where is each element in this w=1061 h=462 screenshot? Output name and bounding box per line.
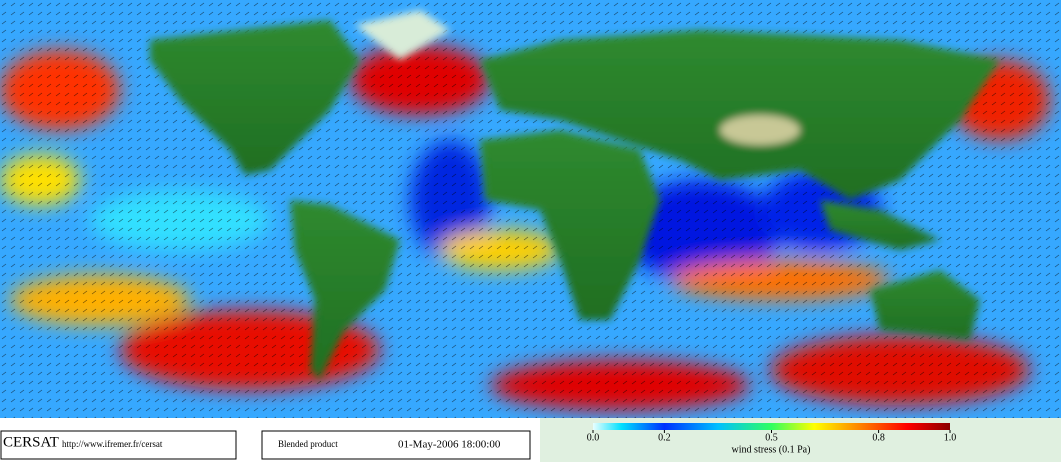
- colorbar-tick-label: 0.0: [587, 432, 600, 443]
- colorbar: [593, 423, 950, 430]
- colorbar-tick-label: 1.0: [944, 432, 957, 443]
- land: [150, 10, 1000, 380]
- logo: CERSAT: [3, 434, 59, 450]
- colorbar-tick-label: 0.8: [872, 432, 885, 443]
- logo-box: [0, 430, 237, 460]
- timestamp: 01-May-2006 18:00:00: [398, 439, 501, 451]
- url: http://www.ifremer.fr/cersat: [62, 439, 163, 449]
- colorbar-tick-label: 0.5: [765, 432, 778, 443]
- colorbar-tick-label: 0.2: [658, 432, 671, 443]
- product-box: [261, 430, 531, 460]
- product: Blended product: [278, 439, 338, 449]
- colorbar-label: wind stress (0.1 Pa): [732, 444, 811, 455]
